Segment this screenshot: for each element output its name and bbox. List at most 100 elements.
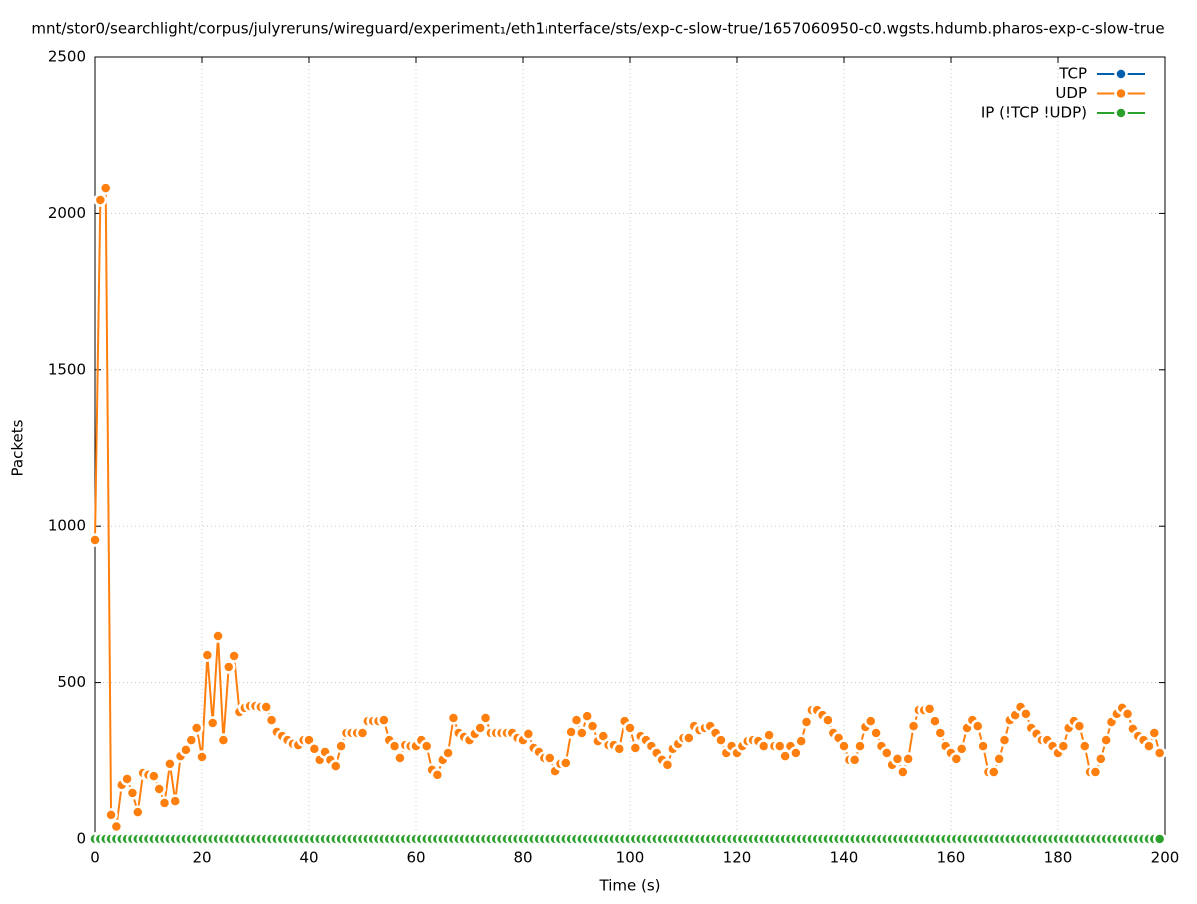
chart-title: mnt/stor0/searchlight/corpus/julyreruns/… [31,20,1164,38]
data-point [200,648,215,662]
data-point [478,711,493,725]
y-tick-label: 0 [76,830,86,848]
y-tick-label: 500 [57,673,86,691]
data-point [928,714,942,728]
x-tick-label: 100 [616,849,645,867]
data-point [762,728,776,742]
data-point [997,733,1012,747]
x-axis-label: Time (s) [599,877,661,895]
data-point [853,739,867,753]
data-point [216,733,231,747]
data-point [922,702,937,716]
data-point [869,726,883,740]
data-point [628,741,643,755]
data-point [847,753,862,767]
data-point [1019,707,1033,721]
x-tick-label: 0 [90,849,100,867]
data-point [152,782,166,796]
data-point [227,649,241,663]
x-tick-label: 120 [723,849,752,867]
y-tick-label: 1500 [48,360,86,378]
data-point [890,752,905,766]
data-point [211,629,225,643]
data-point [205,716,220,730]
data-point [441,746,455,760]
data-point [334,739,348,753]
data-point [757,739,771,753]
data-point [473,721,487,735]
data-point [1152,746,1167,760]
data-point [992,752,1006,766]
x-tick-label: 40 [299,849,318,867]
data-point [184,733,199,747]
legend-label: IP (!TCP !UDP) [981,104,1087,122]
data-point [120,772,134,786]
y-tick-label: 1000 [48,517,86,535]
data-point [575,726,589,740]
data-point [1152,832,1167,846]
data-point [1078,739,1092,753]
data-point [564,725,578,739]
data-point [377,713,391,727]
y-tick-label: 2500 [48,48,86,66]
legend-marker [1114,86,1128,101]
data-point [430,768,445,782]
data-point [93,193,108,207]
data-point [222,660,236,674]
data-point [901,752,915,766]
data-point [543,751,557,765]
data-point [168,794,182,808]
data-point [971,719,985,733]
x-tick-label: 180 [1044,849,1073,867]
data-point [355,726,370,740]
data-point [1094,752,1108,766]
legend-marker [1114,67,1128,81]
data-point [163,757,177,771]
data-point [393,751,407,765]
data-point [179,743,193,757]
x-tick-label: 60 [406,849,425,867]
data-point [976,739,990,753]
legend-marker [1114,106,1128,120]
data-point [329,759,343,773]
data-point [157,796,172,810]
legend-label: UDP [1055,84,1087,102]
data-point [419,739,434,753]
data-point [259,700,273,714]
x-tick-label: 20 [192,849,211,867]
data-point [1088,765,1103,779]
data-point [949,752,964,766]
data-point [954,742,969,756]
data-point [109,819,124,834]
data-point [189,721,204,735]
data-point [1147,726,1162,740]
data-point [98,181,113,195]
data-point [195,750,209,764]
data-point [521,727,536,741]
data-point [906,719,921,733]
data-point [264,713,279,727]
data-point [104,808,118,822]
data-point [387,739,402,753]
data-point [307,742,322,756]
data-point [821,713,835,727]
data-point [714,733,728,747]
data-point [789,746,803,760]
data-point [864,714,878,728]
legend-label: TCP [1058,65,1087,83]
data-point [660,758,675,772]
data-point [612,742,627,756]
data-point [569,713,584,727]
data-point [880,746,894,760]
data-point [1056,739,1071,753]
data-point [147,769,161,783]
data-point [799,715,814,729]
data-point [623,721,637,735]
data-point [987,765,1001,779]
data-point [446,711,461,725]
data-point [585,719,600,733]
data-point [559,756,573,770]
x-tick-label: 160 [937,849,966,867]
